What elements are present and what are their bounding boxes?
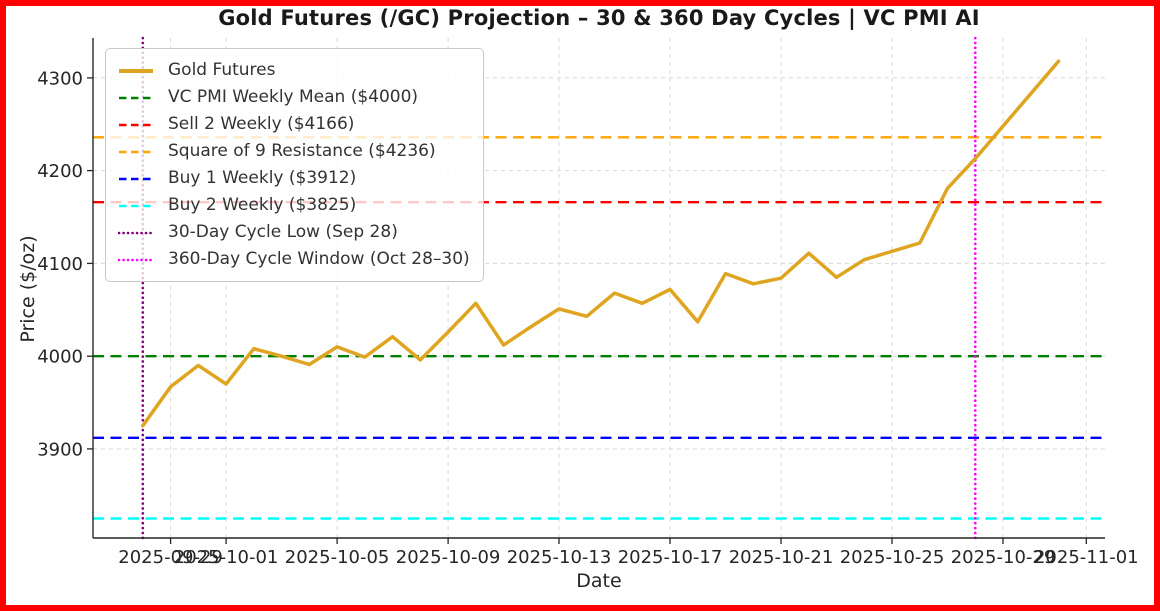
legend-swatch-dashed-line <box>119 96 153 99</box>
y-tick-label: 3900 <box>37 439 83 460</box>
legend-item-vc-pmi-weekly-mean-4000: VC PMI Weekly Mean ($4000) <box>118 84 470 111</box>
chart-title: Gold Futures (/GC) Projection – 30 & 360… <box>218 6 980 30</box>
legend-item-square-of-9-resistance-4236: Square of 9 Resistance ($4236) <box>118 138 470 165</box>
legend-item-label: 30-Day Cycle Low (Sep 28) <box>168 222 398 242</box>
x-tick-label: 2025-10-17 <box>618 547 723 568</box>
legend-item-sell-2-weekly-4166: Sell 2 Weekly ($4166) <box>118 111 470 138</box>
legend-item-label: Square of 9 Resistance ($4236) <box>168 141 436 161</box>
legend-item-30-day-cycle-low-sep-28: 30-Day Cycle Low (Sep 28) <box>118 219 470 246</box>
x-tick-label: 2025-10-29 <box>951 547 1056 568</box>
legend-item-buy-2-weekly-3825: Buy 2 Weekly ($3825) <box>118 192 470 219</box>
legend-swatch-solid-line <box>119 68 153 73</box>
legend-item-label: Buy 2 Weekly ($3825) <box>168 195 357 215</box>
legend-swatch-dashed-line <box>119 204 153 207</box>
legend-swatch-dashed-line <box>119 123 153 126</box>
x-tick-label: 2025-10-05 <box>285 547 390 568</box>
x-tick-label: 2025-10-25 <box>840 547 945 568</box>
x-axis-label: Date <box>576 570 622 592</box>
y-tick-label: 4000 <box>37 347 83 368</box>
legend-item-label: VC PMI Weekly Mean ($4000) <box>168 87 419 107</box>
y-tick-label: 4200 <box>37 161 83 182</box>
gold-futures-line <box>141 59 1061 428</box>
y-tick-label: 4100 <box>37 254 83 275</box>
x-tick-label: 2025-11-01 <box>1034 547 1139 568</box>
y-tick-label: 4300 <box>37 68 83 89</box>
x-tick-label: 2025-09-29 <box>118 547 223 568</box>
legend-item-label: Buy 1 Weekly ($3912) <box>168 168 357 188</box>
legend: Gold Futures VC PMI Weekly Mean ($4000) Se… <box>105 48 484 282</box>
x-tick-label: 2025-10-21 <box>729 547 834 568</box>
x-tick-label: 2025-10-01 <box>174 547 279 568</box>
legend-item-360-day-cycle-window-oct-28-30: 360-Day Cycle Window (Oct 28–30) <box>118 246 470 273</box>
legend-swatch-dotted-line <box>118 231 154 234</box>
x-tick-label: 2025-10-13 <box>507 547 612 568</box>
legend-item-label: Gold Futures <box>168 60 276 80</box>
legend-item-label: 360-Day Cycle Window (Oct 28–30) <box>168 249 470 269</box>
legend-item-label: Sell 2 Weekly ($4166) <box>168 114 355 134</box>
legend-item-gold-futures: Gold Futures <box>118 57 470 84</box>
x-tick-label: 2025-10-09 <box>396 547 501 568</box>
legend-swatch-dashed-line <box>119 177 153 180</box>
legend-swatch-dashed-line <box>119 150 153 153</box>
y-axis-label: Price ($/oz) <box>17 235 39 343</box>
legend-item-buy-1-weekly-3912: Buy 1 Weekly ($3912) <box>118 165 470 192</box>
legend-swatch-dotted-line <box>118 258 154 261</box>
